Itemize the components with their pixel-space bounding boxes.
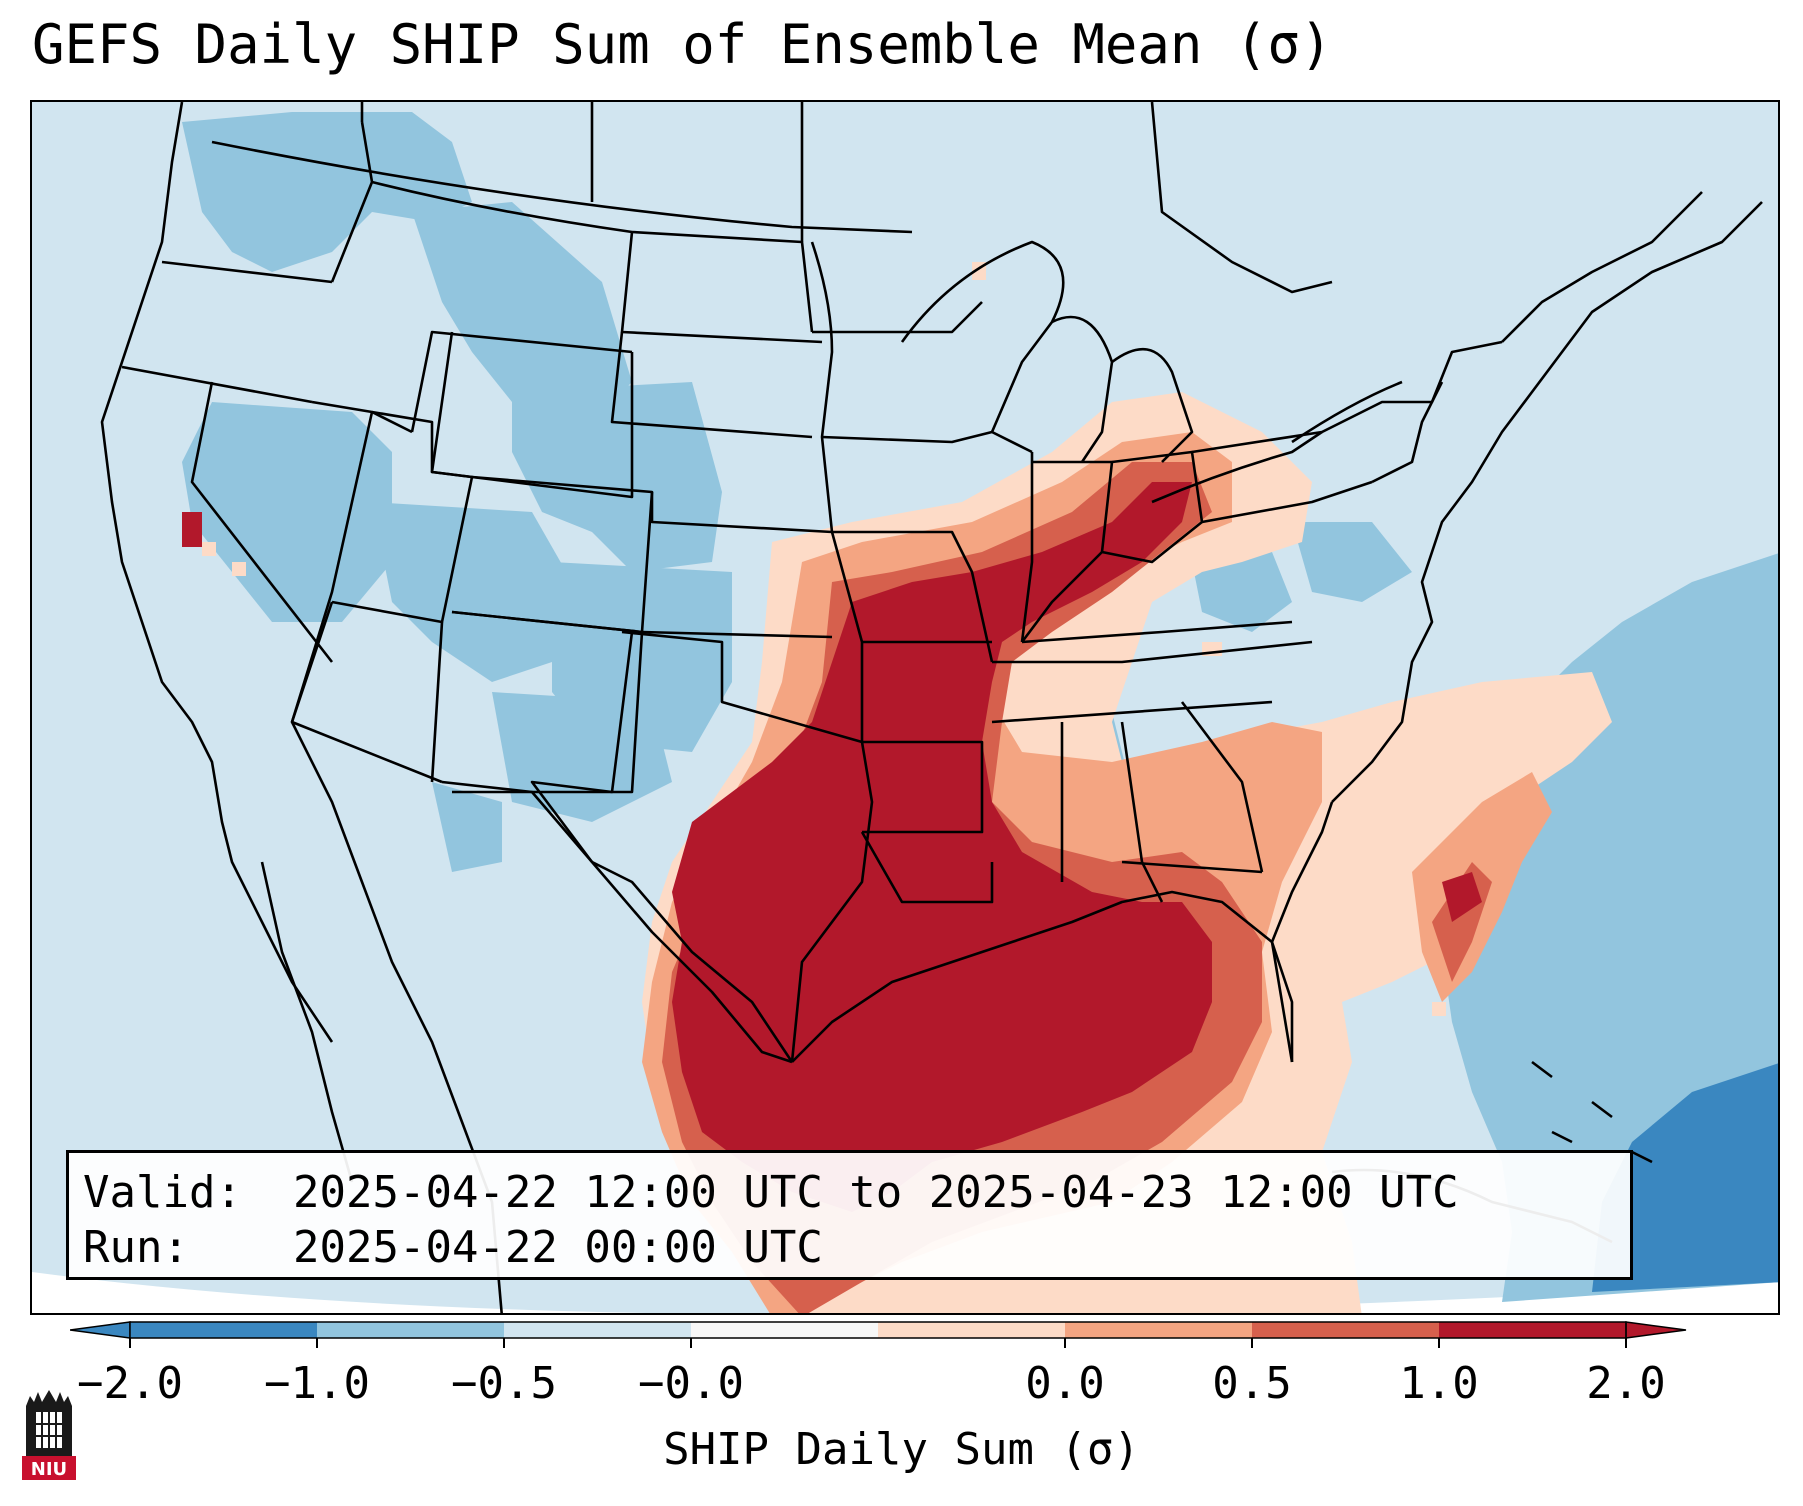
projection-edge (32, 1272, 1778, 1313)
colorbar-segment (504, 1322, 691, 1338)
colorbar-tick-label: −2.0 (77, 1358, 183, 1409)
colorbar-segment (317, 1322, 504, 1338)
valid-value: 2025-04-22 12:00 UTC to 2025-04-23 12:00… (293, 1167, 1459, 1218)
logo-text: NIU (31, 1459, 67, 1480)
run-value: 2025-04-22 00:00 UTC (293, 1222, 823, 1273)
positive-anomaly-core (672, 482, 1212, 1212)
map-panel (30, 100, 1780, 1315)
colorbar-segment (130, 1322, 317, 1338)
colorbar-label: SHIP Daily Sum (σ) (663, 1424, 1140, 1475)
political-borders (100, 102, 1763, 1313)
positive-anomaly-carolina (1442, 872, 1482, 922)
colorbar-segment (1065, 1322, 1252, 1338)
run-label: Run: (83, 1222, 189, 1273)
colorbar-segment (691, 1322, 878, 1338)
positive-anomaly-isolated (182, 512, 202, 547)
valid-line: Valid: 2025-04-22 12:00 UTC to 2025-04-2… (83, 1165, 1616, 1220)
colorbar-extend-high (1625, 1321, 1687, 1339)
colorbar-segment (878, 1322, 1065, 1338)
colorbar (70, 1321, 1687, 1348)
colorbar-border (129, 1321, 1627, 1339)
colorbar-tick-label: −1.0 (264, 1358, 370, 1409)
map-title: GEFS Daily SHIP Sum of Ensemble Mean (σ) (32, 13, 1333, 76)
niu-logo: NIU (22, 1390, 76, 1480)
validity-info-box: Valid: 2025-04-22 12:00 UTC to 2025-04-2… (66, 1150, 1633, 1280)
map-canvas (32, 102, 1778, 1313)
colorbar-extend-low (70, 1321, 131, 1339)
colorbar-ticks (129, 1338, 1627, 1348)
colorbar-segment (1252, 1322, 1439, 1338)
valid-label: Valid: (83, 1167, 242, 1218)
run-line: Run: 2025-04-22 00:00 UTC (83, 1220, 1616, 1275)
colorbar-segment (1439, 1322, 1626, 1338)
deep-ocean (1592, 1063, 1778, 1292)
colorbar-tick-label: 0.5 (1212, 1358, 1292, 1409)
colorbar-tick-label: −0.0 (638, 1358, 744, 1409)
colorbar-tick-label: 1.0 (1399, 1358, 1479, 1409)
colorbar-segments (70, 1321, 1687, 1339)
colorbar-tick-label: 0.0 (1025, 1358, 1105, 1409)
colorbar-tick-label: 2.0 (1586, 1358, 1666, 1409)
colorbar-tick-label: −0.5 (451, 1358, 557, 1409)
